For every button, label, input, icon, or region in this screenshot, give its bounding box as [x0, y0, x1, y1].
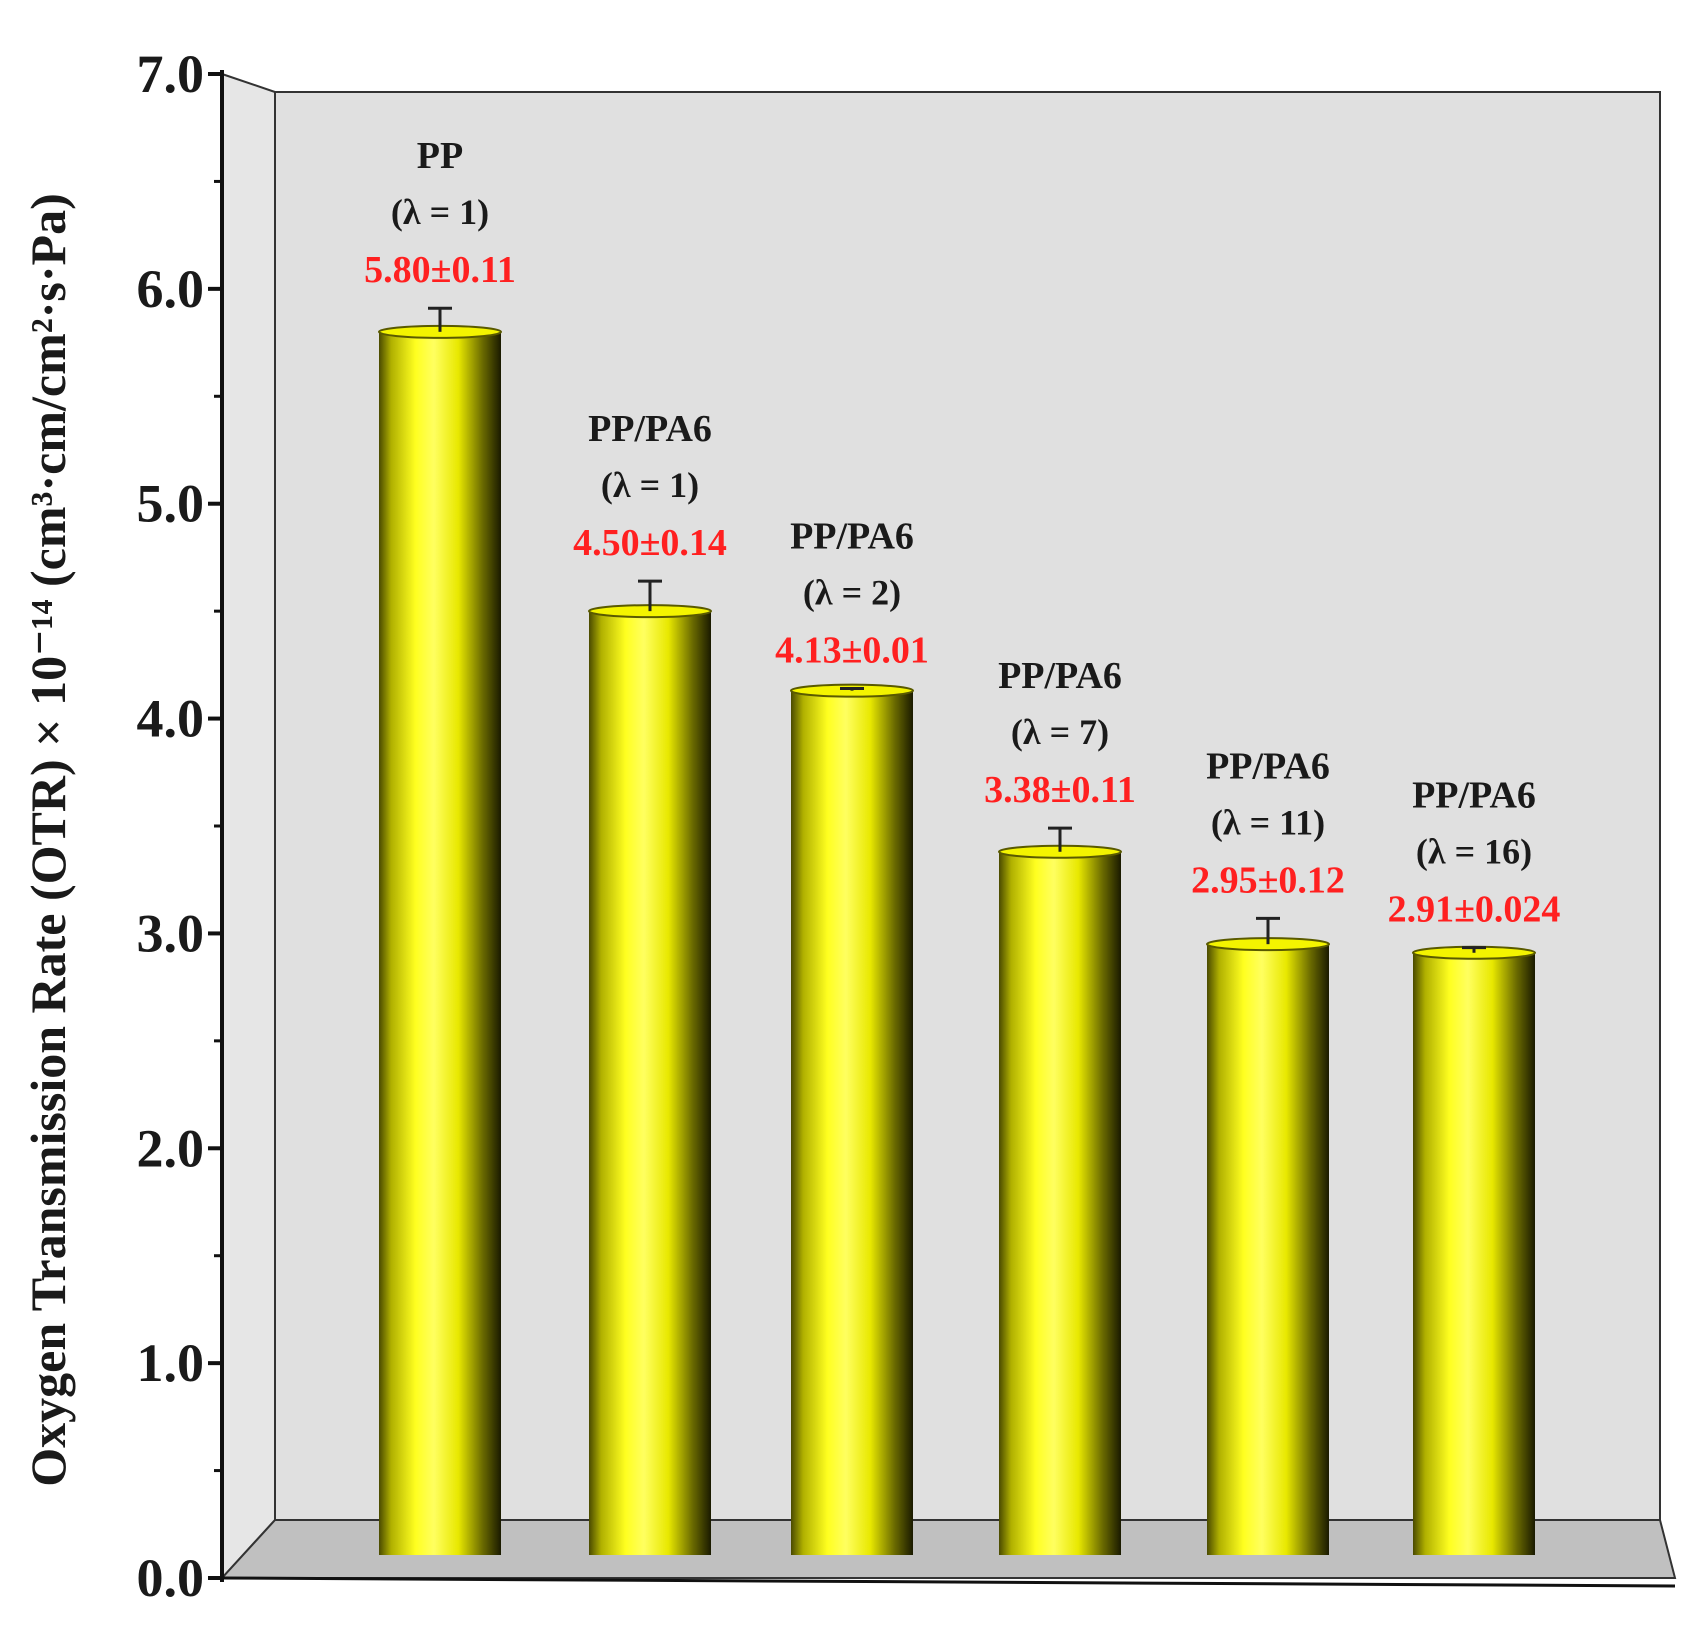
bar: [1413, 952, 1535, 1555]
y-tick-label: 0.0: [137, 1548, 205, 1608]
bar-lambda-label: (λ = 11): [1211, 802, 1325, 842]
bar-value-label: 2.91±0.024: [1388, 889, 1561, 931]
y-axis: 0.0 1.0 2.0 3.0 4.0 5.0 6.0 7.0: [137, 44, 1676, 1608]
bar-category-label: PP/PA6: [998, 655, 1122, 697]
bar-value-label: 3.38±0.11: [984, 769, 1136, 811]
y-tick-label: 3.0: [137, 903, 205, 963]
y-tick-label: 5.0: [137, 474, 205, 534]
bar-group: [378, 306, 502, 1555]
bar-value-label: 5.80±0.11: [364, 249, 516, 291]
bar-lambda-label: (λ = 1): [601, 465, 699, 505]
bar-category-label: PP/PA6: [1206, 745, 1330, 787]
bar-category-label: PP: [417, 135, 463, 177]
bar-group: [588, 579, 712, 1555]
bar-lambda-label: (λ = 1): [391, 192, 489, 232]
y-tick-label: 4.0: [137, 689, 205, 749]
bar: [999, 851, 1121, 1555]
bar-labels-layer: PP (λ = 1) 5.80±0.11 PP/PA6 (λ = 1) 4.50±0.14…: [364, 135, 1560, 930]
bar: [1207, 944, 1329, 1555]
x-axis-line: [221, 1576, 1676, 1588]
side-wall: [221, 72, 276, 1581]
y-tick-label: 6.0: [137, 259, 205, 319]
y-tick-label: 1.0: [137, 1333, 205, 1393]
y-axis-title: Oxygen Transmission Rate (OTR) × 10⁻¹⁴ (…: [20, 193, 76, 1486]
bar: [379, 331, 501, 1555]
bar: [791, 690, 913, 1555]
bar-value-label: 4.50±0.14: [573, 522, 727, 564]
y-tick-label: 7.0: [137, 44, 205, 104]
bar-lambda-label: (λ = 2): [803, 572, 901, 612]
bar-lambda-label: (λ = 7): [1011, 712, 1109, 752]
bar: [589, 611, 711, 1555]
bar-value-label: 4.13±0.01: [775, 629, 929, 671]
bar-group: [998, 826, 1122, 1555]
bar-group: [1206, 916, 1330, 1555]
bars-layer: [378, 306, 1536, 1555]
bar-group: [1412, 945, 1536, 1555]
bar-category-label: PP/PA6: [1412, 775, 1536, 817]
bar-category-label: PP/PA6: [790, 515, 914, 557]
bar-value-label: 2.95±0.12: [1191, 859, 1345, 901]
bar-group: [790, 683, 914, 1555]
bar-lambda-label: (λ = 16): [1416, 832, 1532, 872]
bar-category-label: PP/PA6: [588, 408, 712, 450]
y-tick-label: 2.0: [137, 1118, 205, 1178]
